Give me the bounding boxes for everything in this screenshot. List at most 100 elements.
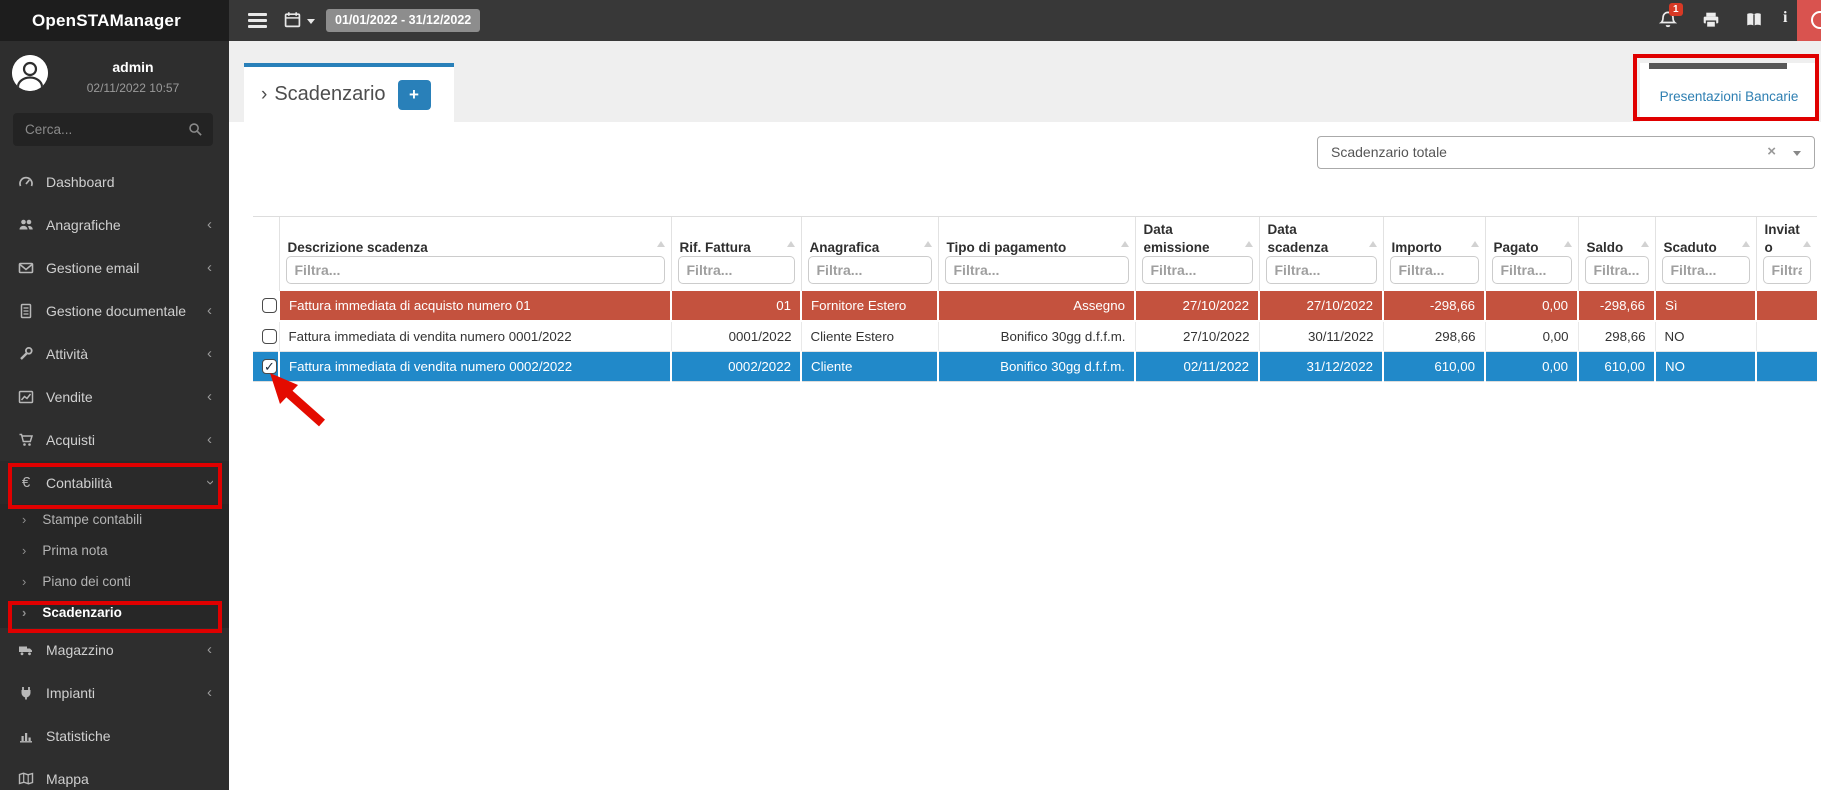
sort-icon[interactable] [656,241,665,248]
sort-icon[interactable] [1470,241,1479,248]
sidebar-subitem-label: Prima nota [42,543,108,558]
sidebar-item-gestione-documentale[interactable]: Gestione documentale ‹ [0,289,229,332]
column-header-data-scadenza[interactable]: Data scadenza [1258,216,1383,292]
map-icon [15,771,37,787]
tab-scadenzario[interactable]: › Scadenzario + [244,63,454,122]
bank-presentations-link[interactable]: Presentazioni Bancarie [1659,89,1799,104]
sort-icon[interactable] [1741,241,1750,248]
logout-button[interactable] [1797,0,1821,41]
sort-icon[interactable] [923,241,932,248]
table-row[interactable]: Fattura immediata di vendita numero 0001… [253,321,1817,352]
filter-input-rif-fattura[interactable] [677,256,795,285]
sidebar-item-label: Gestione documentale [46,302,187,319]
notifications-button[interactable] [1658,11,1678,34]
sidebar-item-mappa[interactable]: Mappa [0,757,229,790]
sidebar-item-contabilita[interactable]: € Contabilità ‹ [0,461,229,504]
sidebar-item-acquisti[interactable]: Acquisti ‹ [0,418,229,461]
sort-icon[interactable] [786,241,795,248]
bank-presentations-tab[interactable]: Presentazioni Bancarie [1640,63,1818,122]
column-header-pagato[interactable]: Pagato [1484,216,1578,292]
filter-input-pagato[interactable] [1491,256,1572,285]
row-checkbox-checked[interactable]: ✓ [262,358,277,374]
column-header-rif-fattura[interactable]: Rif. Fattura [670,216,801,292]
contabilita-submenu: › Stampe contabili › Prima nota › Piano … [0,504,229,628]
sort-icon[interactable] [1120,241,1129,248]
scadenze-table: Descrizione scadenza Rif. Fattura Anagra… [253,216,1817,382]
filter-input-descrizione[interactable] [285,256,665,285]
sort-icon[interactable] [1368,241,1377,248]
sidebar-toggle-button[interactable] [248,13,267,31]
search-input[interactable] [13,113,173,146]
sidebar-subitem-prima-nota[interactable]: › Prima nota [0,535,229,566]
caret-down-icon[interactable] [1793,151,1801,156]
row-checkbox[interactable] [262,298,277,314]
filter-input-scaduto[interactable] [1661,256,1750,285]
sidebar-subitem-scadenzario[interactable]: › Scadenzario [0,597,229,628]
sort-icon[interactable] [1803,241,1811,248]
sidebar-item-statistiche[interactable]: Statistiche [0,714,229,757]
chevron-right-icon: › [22,605,27,620]
column-header-data-emissione[interactable]: Data emissione [1134,216,1259,292]
sidebar-item-gestione-email[interactable]: Gestione email ‹ [0,246,229,289]
users-icon [15,217,37,233]
sidebar-item-anagrafiche[interactable]: Anagrafiche ‹ [0,203,229,246]
column-header-inviato[interactable]: Inviato [1755,216,1817,292]
logout-icon [1811,11,1821,29]
column-header-tipo-pagamento[interactable]: Tipo di pagamento [937,216,1135,292]
sidebar-item-vendite[interactable]: Vendite ‹ [0,375,229,418]
document-icon [15,303,37,319]
user-name[interactable]: admin [112,59,154,75]
filter-input-anagrafica[interactable] [807,256,932,285]
search-icon[interactable] [188,122,203,142]
table-row-selected[interactable]: ✓ Fattura immediata di vendita numero 00… [253,351,1817,382]
date-range-badge[interactable]: 01/01/2022 - 31/12/2022 [326,9,481,32]
column-header-descrizione[interactable]: Descrizione scadenza [278,216,671,292]
envelope-icon [15,260,37,276]
calendar-button[interactable] [284,11,315,28]
column-header-scaduto[interactable]: Scaduto [1654,216,1756,292]
sidebar-subitem-label: Scadenzario [42,605,122,620]
filter-input-data-emissione[interactable] [1141,256,1253,285]
filter-input-tipo-pagamento[interactable] [944,256,1129,285]
column-header-anagrafica[interactable]: Anagrafica [800,216,938,292]
sidebar-item-impianti[interactable]: Impianti ‹ [0,671,229,714]
add-button[interactable]: + [397,79,431,110]
view-select[interactable]: Scadenzario totale × [1317,136,1815,169]
sidebar-item-label: Mappa [46,770,89,787]
filter-input-inviato[interactable] [1762,256,1811,285]
chart-line-icon [15,389,37,405]
caret-down-icon [307,18,315,24]
avatar[interactable] [12,55,48,91]
sort-icon[interactable] [1244,241,1253,248]
info-button[interactable]: i [1783,9,1787,27]
row-checkbox[interactable] [262,328,277,344]
filter-input-saldo[interactable] [1584,256,1649,285]
sort-icon[interactable] [1640,241,1649,248]
sidebar-subitem-piano-dei-conti[interactable]: › Piano dei conti [0,566,229,597]
sidebar-item-label: Anagrafiche [46,216,121,233]
chevron-right-icon: › [22,574,27,589]
sidebar-subitem-stampe-contabili[interactable]: › Stampe contabili [0,504,229,535]
sidebar-item-magazzino[interactable]: Magazzino ‹ [0,628,229,671]
column-header-importo[interactable]: Importo [1382,216,1485,292]
chevron-left-icon: ‹ [207,684,212,701]
filter-input-importo[interactable] [1389,256,1479,285]
sort-icon[interactable] [1563,241,1572,248]
page-title: › Scadenzario [261,83,386,105]
sidebar-item-label: Statistiche [46,727,111,744]
chevron-right-icon: › [261,84,268,105]
filter-input-data-scadenza[interactable] [1265,256,1377,285]
app-logo[interactable]: OpenSTAManager [0,0,229,41]
sidebar-item-dashboard[interactable]: Dashboard [0,160,229,203]
sidebar-search[interactable] [13,113,213,146]
sidebar-item-attivita[interactable]: Attività ‹ [0,332,229,375]
clear-icon[interactable]: × [1767,143,1776,160]
manual-button[interactable] [1745,11,1763,34]
column-header-saldo[interactable]: Saldo [1577,216,1655,292]
print-button[interactable] [1702,11,1720,34]
table-row-scaduta[interactable]: Fattura immediata di acquisto numero 01 … [253,291,1817,323]
sidebar-item-label: Attività [46,345,89,362]
user-icon [12,55,48,91]
wrench-icon [15,346,37,362]
view-select-value: Scadenzario totale [1331,144,1447,160]
